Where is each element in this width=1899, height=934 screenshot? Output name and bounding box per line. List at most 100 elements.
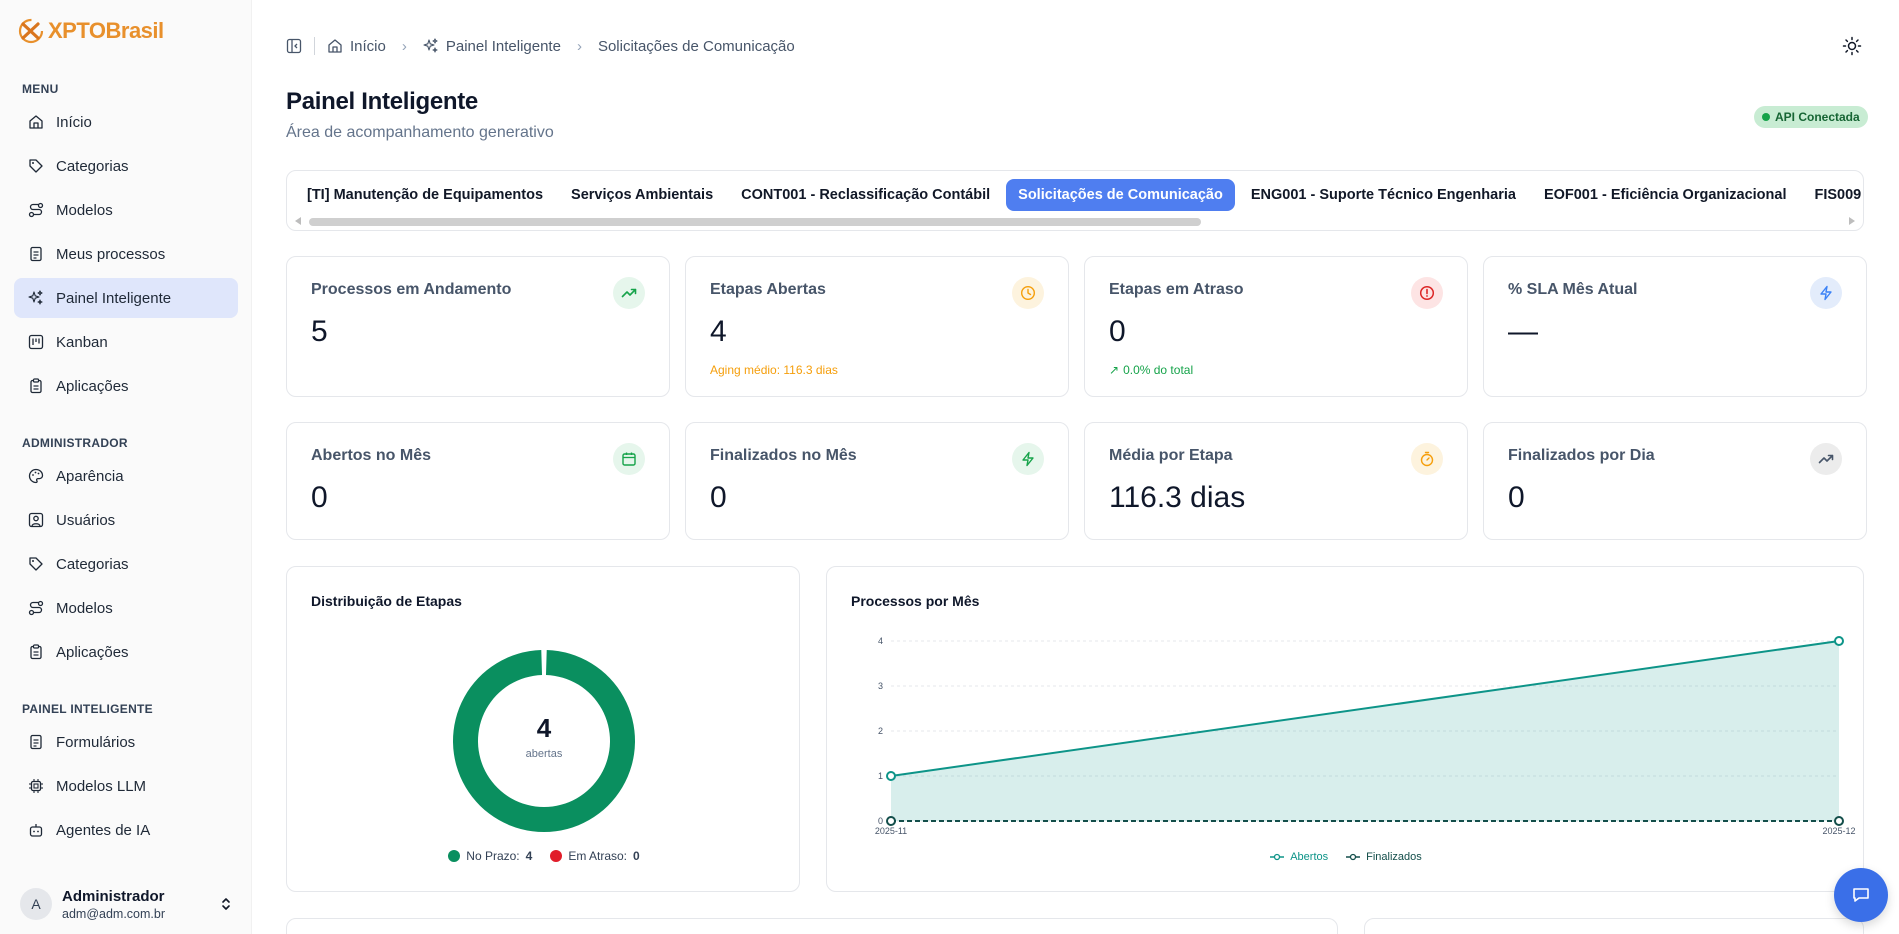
- status-badge: API Conectada: [1754, 106, 1868, 128]
- route-icon: [28, 202, 44, 218]
- kpi-icon-badge: [1012, 277, 1044, 309]
- xpto-logo-icon: [18, 18, 44, 44]
- data-point: [886, 771, 896, 781]
- clipboard-icon: [30, 644, 42, 660]
- tag-icon: [29, 159, 43, 173]
- tag-icon: [29, 557, 43, 571]
- kpi-title: Média por Etapa: [1109, 447, 1233, 464]
- legend-swatch: [448, 850, 461, 862]
- file-icon: [30, 734, 42, 750]
- avatar: A: [20, 888, 52, 920]
- sidebar-item-label: Painel Inteligente: [56, 289, 172, 307]
- legend-item[interactable]: Em Atraso: 0: [550, 849, 640, 863]
- data-point: [1834, 816, 1844, 826]
- sparkles-icon: [28, 290, 43, 305]
- sidebar-item-label: Kanban: [56, 333, 108, 351]
- tab[interactable]: [TI] Manutenção de Equipamentos: [307, 187, 544, 203]
- sidebar-item[interactable]: Categorias: [14, 544, 238, 584]
- sidebar-item[interactable]: Aparência: [14, 456, 238, 496]
- breadcrumb: Início › Painel Inteligente › Solicitaçõ…: [286, 34, 795, 58]
- sidebar-item[interactable]: Modelos LLM: [14, 766, 238, 806]
- brand-logo[interactable]: XPTOBrasil: [16, 16, 164, 46]
- kanban-icon: [28, 334, 44, 350]
- page-subtitle: Área de acompanhamento generativo: [286, 124, 554, 141]
- sun-icon[interactable]: [1842, 36, 1862, 56]
- kpi-card: Etapas Abertas 4 Aging médio: 116.3 dias: [685, 256, 1069, 397]
- legend-item[interactable]: No Prazo: 4: [448, 849, 532, 863]
- kpi-value: 0: [1508, 481, 1525, 514]
- tab[interactable]: Serviços Ambientais: [571, 187, 714, 203]
- kpi-card: Média por Etapa 116.3 dias: [1084, 422, 1468, 540]
- cpu-icon: [29, 779, 43, 793]
- tab[interactable]: Solicitações de Comunicação: [1006, 179, 1235, 211]
- kpi-note-text: 0.0% do total: [1123, 363, 1194, 377]
- legend-item[interactable]: Finalizados: [1346, 851, 1422, 863]
- scroll-right-icon[interactable]: [1849, 217, 1855, 225]
- sidebar-item[interactable]: Formulários: [14, 722, 238, 762]
- donut-center-value: 4: [537, 713, 552, 743]
- sidebar-item[interactable]: Aplicações: [14, 366, 238, 406]
- chevron-right-icon: ›: [401, 37, 407, 55]
- legend-value: 0: [633, 849, 640, 863]
- sidebar-item[interactable]: Meus processos: [14, 234, 238, 274]
- tab[interactable]: ENG001 - Suporte Técnico Engenharia: [1250, 187, 1516, 203]
- arrow-up-right-icon: ↗: [1109, 363, 1120, 377]
- chart-title: Processos por Mês: [851, 593, 980, 609]
- timer-icon: [1420, 451, 1434, 467]
- sidebar-item-label: Início: [56, 113, 92, 131]
- zap-icon: [1022, 451, 1034, 467]
- sidebar-item[interactable]: Usuários: [14, 500, 238, 540]
- kpi-value: 5: [311, 315, 328, 348]
- sidebar-item[interactable]: Categorias: [14, 146, 238, 186]
- user-menu[interactable]: A Administrador adm@adm.com.br: [20, 884, 234, 924]
- chat-button[interactable]: [1834, 868, 1888, 922]
- y-tick-label: 1: [878, 771, 883, 781]
- kpi-title: Etapas Abertas: [710, 281, 826, 298]
- sidebar-item-label: Agentes de IA: [56, 821, 151, 839]
- sidebar-item[interactable]: Aplicações: [14, 632, 238, 672]
- sidebar-item-label: Modelos LLM: [56, 777, 147, 795]
- sidebar-item[interactable]: Início: [14, 102, 238, 142]
- kpi-value: 0: [311, 481, 328, 514]
- legend-item[interactable]: Abertos: [1270, 851, 1328, 863]
- sidebar-item[interactable]: Agentes de IA: [14, 810, 238, 850]
- breadcrumb-label: Painel Inteligente: [445, 37, 561, 55]
- scroll-left-icon[interactable]: [295, 217, 301, 225]
- kpi-value: 0: [1109, 315, 1126, 348]
- legend-label: No Prazo:: [466, 849, 520, 863]
- sidebar-item[interactable]: Modelos: [14, 588, 238, 628]
- page-title: Painel Inteligente: [286, 88, 478, 115]
- home-icon: [29, 115, 43, 129]
- legend-label: Em Atraso:: [568, 849, 628, 863]
- kpi-note: ↗ 0.0% do total: [1109, 363, 1193, 377]
- stage-distribution-card: Distribuição de Etapas 4 abertas No Prazo…: [286, 566, 800, 892]
- sidebar-item[interactable]: Kanban: [14, 322, 238, 362]
- breadcrumb-home[interactable]: Início: [327, 38, 386, 55]
- nav-section-title: ADMINISTRADOR: [22, 436, 128, 450]
- tab[interactable]: EOF001 - Eficiência Organizacional: [1543, 187, 1787, 203]
- kpi-note-text: Aging médio: 116.3 dias: [710, 363, 838, 377]
- kpi-title: Etapas em Atraso: [1109, 281, 1244, 298]
- breadcrumb-current: Solicitações de Comunicação: [598, 38, 795, 55]
- tab[interactable]: CONT001 - Reclassificação Contábil: [741, 187, 991, 203]
- horizontal-scrollbar[interactable]: [295, 216, 1855, 226]
- kpi-value: —: [1508, 315, 1538, 348]
- sidebar-item-label: Meus processos: [56, 245, 166, 263]
- kpi-icon-badge: [613, 443, 645, 475]
- message-icon: [1853, 888, 1869, 902]
- sidebar-item[interactable]: Modelos: [14, 190, 238, 230]
- legend-swatch: [1270, 853, 1285, 861]
- breadcrumb-painel[interactable]: Painel Inteligente: [423, 38, 561, 55]
- tab[interactable]: FIS009 - Troca de Titularidade: [1814, 187, 1864, 203]
- nav-section-title: MENU: [22, 82, 59, 96]
- zap-icon: [1820, 285, 1832, 301]
- status-badge-label: API Conectada: [1775, 110, 1860, 124]
- sidebar-toggle-icon[interactable]: [286, 38, 302, 54]
- scrollbar-thumb[interactable]: [309, 218, 1201, 226]
- sidebar-item-label: Categorias: [56, 157, 129, 175]
- alert-circle-icon: [1419, 285, 1435, 301]
- sidebar-item[interactable]: Painel Inteligente: [14, 278, 238, 318]
- kpi-card: Abertos no Mês 0: [286, 422, 670, 540]
- kpi-title: % SLA Mês Atual: [1508, 281, 1638, 298]
- kpi-value: 4: [710, 315, 727, 348]
